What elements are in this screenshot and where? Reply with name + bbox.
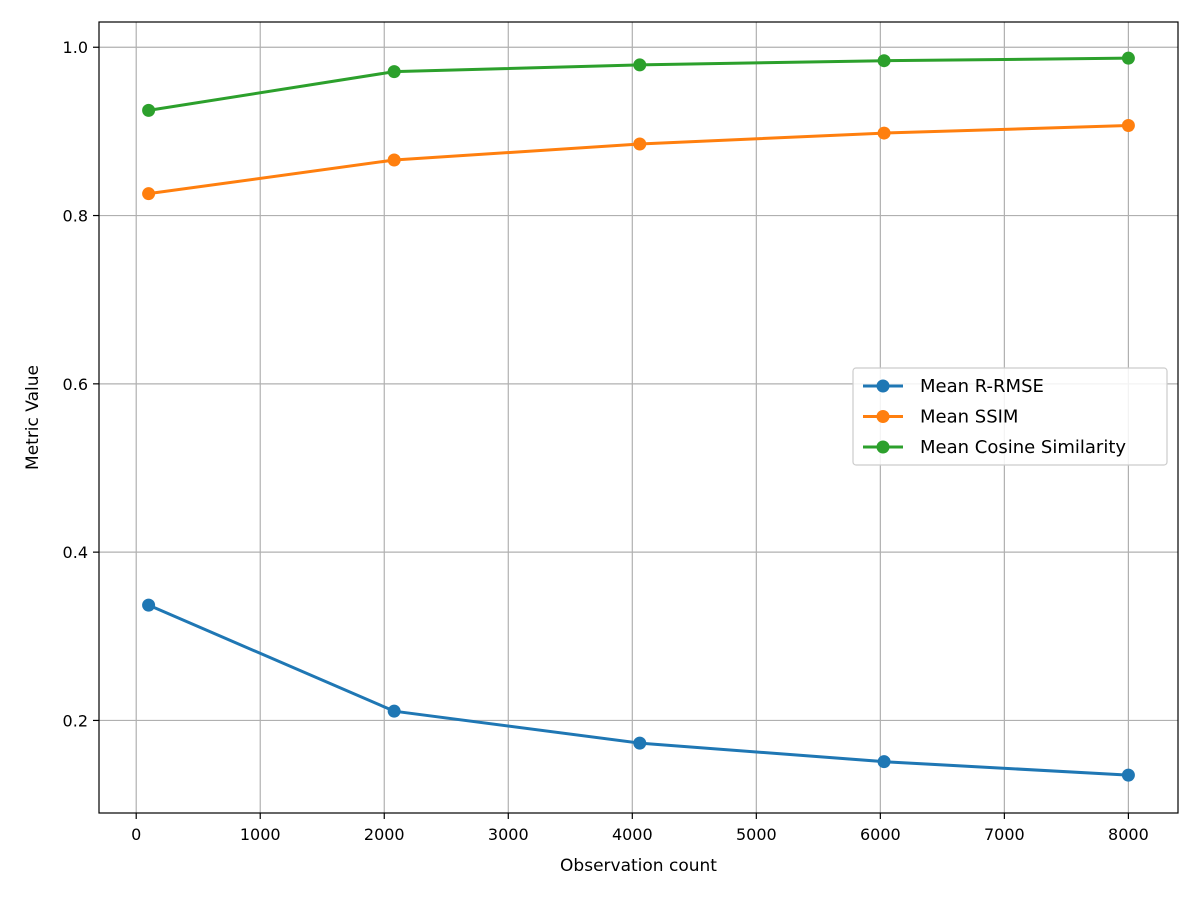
x-tick-label: 6000 (860, 825, 901, 844)
x-tick-label: 1000 (240, 825, 281, 844)
legend-swatch-marker (876, 379, 890, 393)
data-point (633, 58, 647, 72)
y-tick-label: 1.0 (63, 38, 88, 57)
data-point (142, 187, 156, 201)
y-axis-ticks: 0.2 0.4 0.6 0.8 1.0 (63, 38, 99, 730)
data-point (1121, 119, 1135, 133)
data-point (877, 755, 891, 769)
legend-item: Mean Cosine Similarity (863, 437, 1126, 458)
legend-swatch-marker (876, 410, 890, 423)
data-point (877, 54, 891, 68)
x-tick-label: 3000 (488, 825, 529, 844)
data-point (877, 126, 891, 140)
x-tick-label: 0 (131, 825, 141, 844)
series-line (148, 603, 1129, 777)
legend-item: Mean R-RMSE (863, 376, 1044, 397)
x-tick-label: 7000 (984, 825, 1025, 844)
plot-frame (98, 21, 1179, 814)
data-point (142, 598, 156, 612)
data-point (387, 704, 401, 718)
legend-box (852, 367, 1168, 466)
y-tick-label: 0.4 (63, 543, 88, 562)
grid-lines (99, 22, 1178, 813)
legend-label: Mean R-RMSE (920, 376, 1044, 397)
data-point (633, 137, 647, 151)
data-point (1121, 768, 1135, 782)
legend-item: Mean SSIM (863, 407, 1018, 428)
y-tick-label: 0.8 (63, 207, 88, 226)
legend-swatch-marker (876, 440, 890, 454)
x-tick-label: 4000 (612, 825, 653, 844)
legend-label: Mean SSIM (920, 407, 1018, 428)
data-point (387, 65, 401, 79)
series-mean-ssim (142, 119, 1135, 201)
series-line (148, 124, 1129, 196)
x-axis-ticks: 0 1000 2000 3000 4000 5000 6000 7000 8000 (131, 813, 1149, 844)
series-mean-r-rmse (142, 598, 1135, 782)
data-point (633, 736, 647, 750)
series-mean-cosine-similarity (142, 51, 1135, 117)
data-point (142, 103, 156, 117)
y-axis-label: Metric Value (23, 365, 43, 470)
series-layer (142, 51, 1135, 782)
x-tick-label: 5000 (736, 825, 777, 844)
data-point (387, 153, 401, 167)
legend-label: Mean Cosine Similarity (920, 437, 1126, 458)
x-axis-label: Observation count (560, 856, 717, 876)
y-tick-label: 0.2 (63, 711, 88, 730)
legend: Mean R-RMSE Mean SSIM Mean Cosine Similari… (852, 367, 1168, 466)
x-tick-label: 2000 (364, 825, 405, 844)
x-tick-label: 8000 (1108, 825, 1149, 844)
y-tick-label: 0.6 (63, 375, 88, 394)
data-point (1121, 51, 1135, 65)
